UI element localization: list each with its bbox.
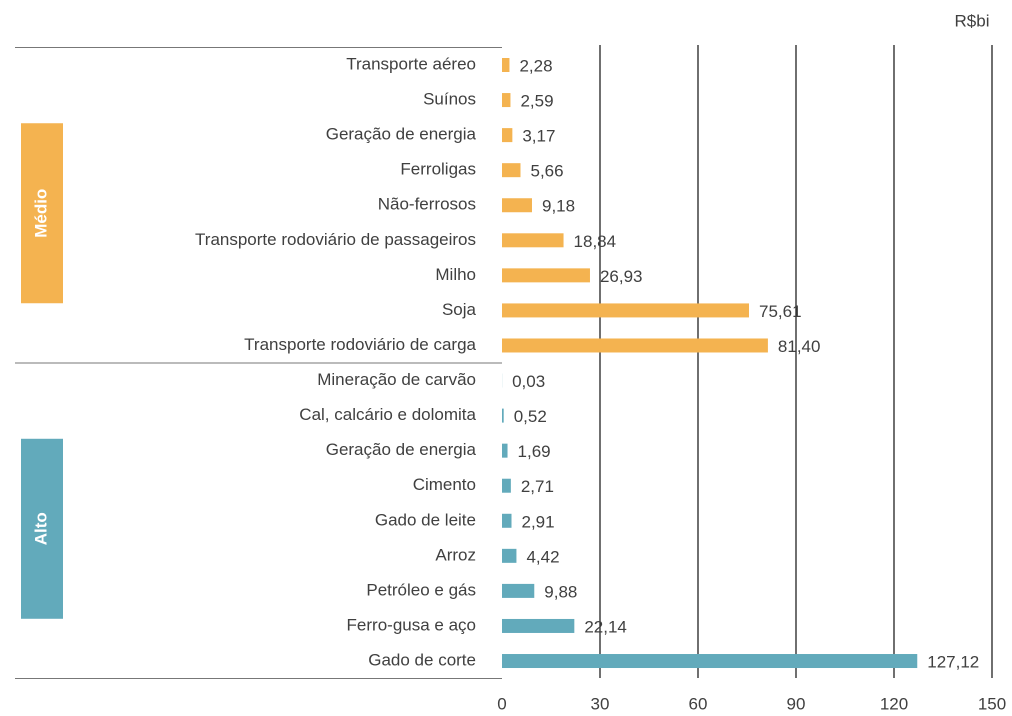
category-label: Transporte aéreo	[346, 54, 476, 73]
category-label: Transporte rodoviário de carga	[244, 335, 476, 354]
category-label: Não-ferrosos	[378, 195, 476, 214]
bar	[502, 93, 511, 108]
x-tick-label: 30	[591, 694, 610, 713]
bar	[502, 268, 590, 283]
value-label: 3,17	[522, 127, 555, 146]
group-label: Médio	[31, 189, 50, 238]
x-tick-label: 60	[689, 694, 708, 713]
category-label: Ferroligas	[400, 160, 476, 179]
bar	[502, 338, 768, 353]
unit-label: R$bi	[955, 11, 990, 30]
value-label: 127,12	[927, 653, 979, 672]
category-label: Geração de energia	[326, 125, 477, 144]
x-tick-label: 90	[787, 694, 806, 713]
value-label: 81,40	[778, 337, 821, 356]
bar	[502, 303, 749, 318]
category-label: Geração de energia	[326, 440, 477, 459]
value-label: 2,28	[519, 56, 552, 75]
category-label: Cal, calcário e dolomita	[299, 405, 476, 424]
value-label: 9,88	[544, 582, 577, 601]
bar	[502, 654, 918, 669]
group-label: Alto	[31, 512, 50, 545]
value-label: 5,66	[530, 162, 563, 181]
x-tick-label: 120	[880, 694, 908, 713]
category-label: Cimento	[413, 475, 476, 494]
value-label: 4,42	[526, 547, 559, 566]
category-label: Ferro-gusa e aço	[347, 615, 476, 634]
category-label: Milho	[435, 265, 476, 284]
category-label: Arroz	[435, 545, 476, 564]
category-label: Gado de leite	[375, 510, 476, 529]
value-label: 26,93	[600, 267, 643, 286]
value-label: 2,91	[522, 512, 555, 531]
bar	[502, 548, 517, 563]
value-label: 0,52	[514, 407, 547, 426]
bar	[502, 443, 508, 458]
category-label: Suínos	[423, 90, 476, 109]
category-label: Petróleo e gás	[366, 580, 476, 599]
bar	[502, 408, 504, 423]
group-box	[21, 438, 63, 619]
category-label: Soja	[442, 300, 477, 319]
value-label: 22,14	[584, 617, 627, 636]
group-box	[21, 123, 63, 304]
category-label: Mineração de carvão	[317, 370, 476, 389]
bar	[502, 618, 575, 633]
bar	[502, 198, 532, 213]
bar	[502, 163, 521, 178]
x-tick-label: 150	[978, 694, 1006, 713]
value-label: 18,84	[574, 232, 617, 251]
x-tick-label: 0	[497, 694, 506, 713]
bar	[502, 233, 564, 248]
value-label: 1,69	[518, 442, 551, 461]
value-label: 2,59	[520, 92, 553, 111]
value-label: 9,18	[542, 197, 575, 216]
bar	[502, 478, 511, 493]
bar	[502, 583, 535, 598]
value-label: 0,03	[512, 372, 545, 391]
bar	[502, 58, 510, 72]
value-label: 2,71	[521, 477, 554, 496]
category-label: Transporte rodoviário de passageiros	[195, 230, 476, 249]
bar	[502, 128, 513, 143]
bar	[502, 513, 512, 528]
category-label: Gado de corte	[368, 651, 476, 670]
value-label: 75,61	[759, 302, 802, 321]
